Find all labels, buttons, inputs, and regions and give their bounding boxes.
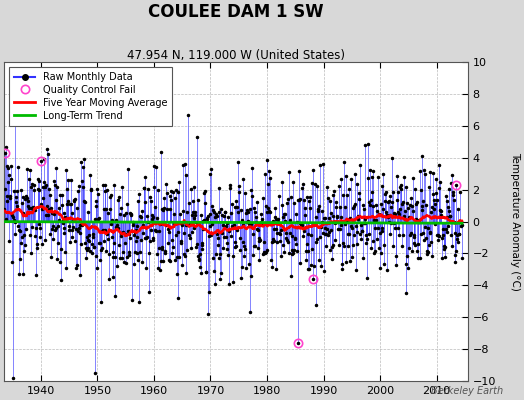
Text: COULEE DAM 1 SW: COULEE DAM 1 SW — [148, 3, 324, 21]
Y-axis label: Temperature Anomaly (°C): Temperature Anomaly (°C) — [510, 152, 520, 291]
Text: Berkeley Earth: Berkeley Earth — [431, 386, 503, 396]
Title: 47.954 N, 119.000 W (United States): 47.954 N, 119.000 W (United States) — [127, 50, 345, 62]
Legend: Raw Monthly Data, Quality Control Fail, Five Year Moving Average, Long-Term Tren: Raw Monthly Data, Quality Control Fail, … — [9, 67, 172, 126]
